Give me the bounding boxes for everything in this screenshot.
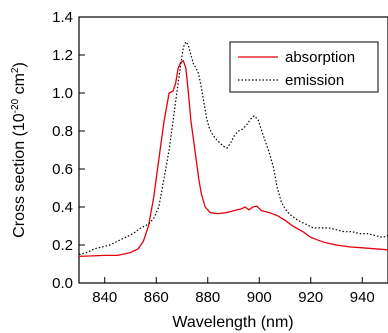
series-line-absorption: [79, 60, 388, 258]
y-axis-title: Cross section (10-20 cm2): [10, 62, 28, 238]
y-axis-ticks: 0.0 0.2 0.4 0.6 0.8 1.0 1.2 1.4: [52, 9, 85, 292]
x-tick-label: 860: [144, 289, 169, 306]
x-axis-title: Wavelength (nm): [172, 314, 293, 331]
x-tick-label: 940: [350, 289, 375, 306]
y-axis-title-exp2: 2: [10, 67, 21, 73]
y-tick-label: 0.6: [52, 161, 73, 178]
legend: absorption emission: [229, 41, 379, 93]
y-axis-title-suffix: ): [11, 62, 28, 67]
plot-frame: [78, 16, 388, 284]
y-tick-label: 1.2: [52, 47, 73, 64]
y-tick-label: 1.0: [52, 85, 73, 102]
series-line-emission: [79, 41, 388, 256]
x-axis-ticks: 840 860 880 900 920 940: [92, 277, 375, 306]
legend-label-emission: emission: [285, 72, 344, 89]
y-tick-label: 0.4: [52, 199, 73, 216]
legend-box: [229, 41, 379, 93]
x-tick-label: 920: [298, 289, 323, 306]
x-tick-label: 900: [247, 289, 272, 306]
series-layer: [79, 41, 388, 258]
y-tick-label: 1.4: [52, 9, 73, 26]
x-tick-label: 880: [195, 289, 220, 306]
legend-label-absorption: absorption: [285, 49, 355, 66]
y-axis-title-prefix: Cross section (10: [11, 113, 28, 238]
x-tick-label: 840: [92, 289, 117, 306]
y-tick-label: 0.0: [52, 275, 73, 292]
y-tick-label: 0.2: [52, 237, 73, 254]
y-axis-title-exp1: -20: [10, 98, 21, 113]
y-axis-title-middle: cm: [11, 73, 28, 99]
y-tick-label: 0.8: [52, 123, 73, 140]
